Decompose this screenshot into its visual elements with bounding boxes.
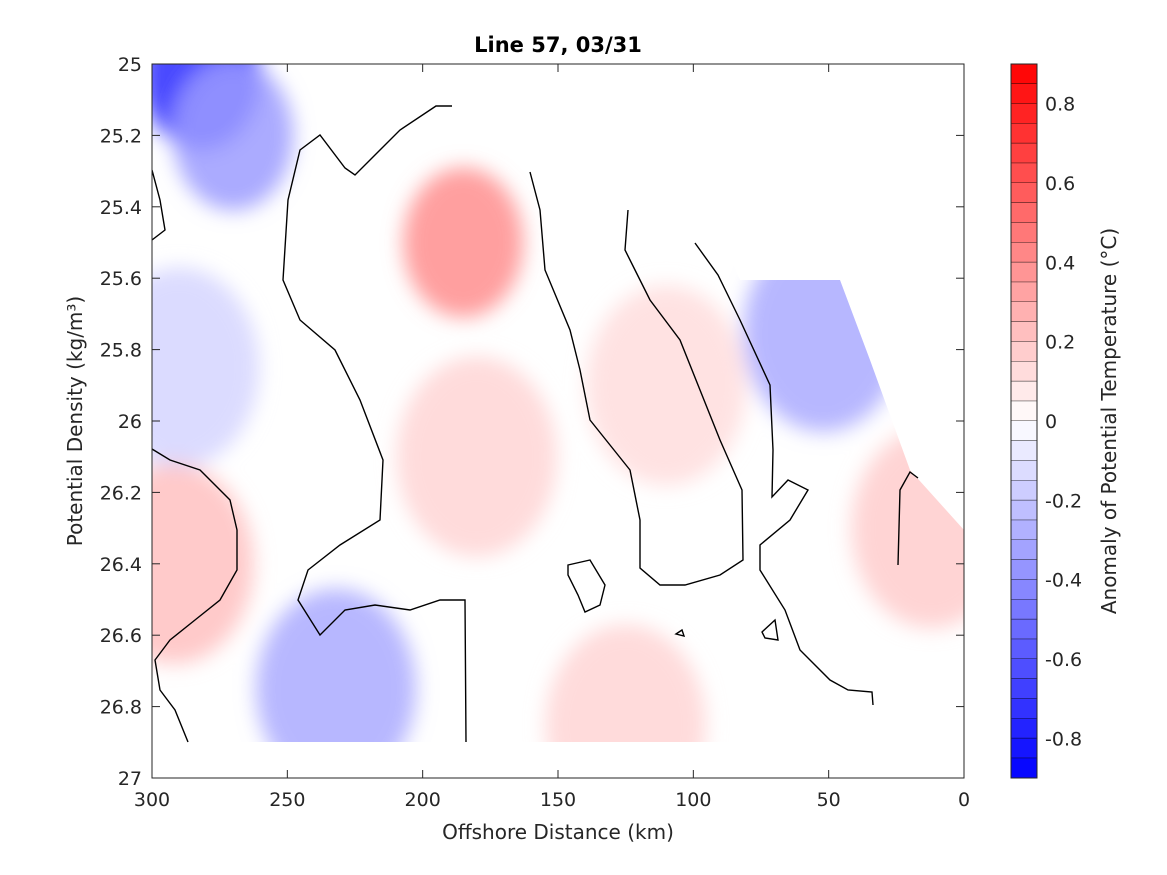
y-tick-label: 26 bbox=[118, 411, 142, 433]
anomaly-feature bbox=[152, 463, 254, 664]
colorbar-step bbox=[1011, 202, 1037, 223]
x-axis: 300 250 200 150 100 50 0 bbox=[134, 64, 970, 811]
plot-area bbox=[151, 63, 965, 779]
colorbar-step bbox=[1011, 559, 1037, 580]
anomaly-feature bbox=[586, 285, 747, 486]
anomaly-feature bbox=[152, 267, 260, 468]
zero-contours bbox=[152, 105, 919, 743]
colorbar-step bbox=[1011, 83, 1037, 104]
colorbar-step bbox=[1011, 341, 1037, 362]
colorbar-step bbox=[1011, 579, 1037, 600]
colorbar-step bbox=[1011, 698, 1037, 719]
colorbar-tick-label: 0.8 bbox=[1045, 94, 1075, 116]
colorbar-step bbox=[1011, 540, 1037, 561]
colorbar-step bbox=[1011, 659, 1037, 680]
y-axis: 25 25.2 25.4 25.6 25.8 26 26.2 26.4 26.6 26.8 27 bbox=[100, 54, 964, 790]
x-tick-label: 0 bbox=[958, 789, 970, 811]
colorbar-step bbox=[1011, 282, 1037, 303]
x-axis-label: Offshore Distance (km) bbox=[442, 820, 674, 844]
colorbar-step bbox=[1011, 262, 1037, 283]
colorbar-step bbox=[1011, 520, 1037, 541]
colorbar-step bbox=[1011, 460, 1037, 481]
colorbar-step bbox=[1011, 64, 1037, 85]
x-tick-label: 100 bbox=[675, 789, 711, 811]
colorbar-step bbox=[1011, 163, 1037, 184]
y-tick-label: 26.4 bbox=[100, 554, 142, 576]
anomaly-feature bbox=[256, 588, 417, 778]
colorbar-label: Anomaly of Potential Temperature (°C) bbox=[1097, 228, 1121, 614]
colorbar-step bbox=[1011, 222, 1037, 243]
colorbar-step bbox=[1011, 718, 1037, 739]
zero-contour bbox=[152, 448, 238, 743]
anomaly-feature bbox=[545, 624, 706, 778]
colorbar-step bbox=[1011, 401, 1037, 422]
colorbar-step bbox=[1011, 143, 1037, 164]
colorbar-step bbox=[1011, 599, 1037, 620]
colorbar-tick-label: 0.2 bbox=[1045, 332, 1075, 354]
colorbar-step bbox=[1011, 758, 1037, 779]
no-data-mask-lower bbox=[152, 742, 964, 778]
zero-contour bbox=[567, 559, 606, 613]
colorbar-step bbox=[1011, 738, 1037, 759]
colorbar-step bbox=[1011, 361, 1037, 382]
y-tick-label: 25.2 bbox=[100, 125, 142, 147]
zero-contour bbox=[761, 618, 779, 641]
y-axis-label: Potential Density (kg/m³) bbox=[63, 296, 87, 547]
colorbar-frame bbox=[1010, 63, 1038, 779]
colorbar-tick-label: -0.6 bbox=[1045, 649, 1082, 671]
colorbar-step bbox=[1011, 381, 1037, 402]
colorbar-tick-label: -0.2 bbox=[1045, 490, 1082, 512]
colorbar: 0.8 0.6 0.4 0.2 0 -0.2 -0.4 -0.6 -0.8 bbox=[1010, 63, 1082, 779]
y-tick-label: 26.2 bbox=[100, 482, 142, 504]
zero-contour bbox=[674, 628, 686, 637]
colorbar-step bbox=[1011, 678, 1037, 699]
zero-contour bbox=[529, 171, 744, 586]
anomaly-feature bbox=[173, 64, 294, 211]
y-tick-label: 26.8 bbox=[100, 697, 142, 719]
colorbar-tick-label: -0.8 bbox=[1045, 728, 1082, 750]
colorbar-step bbox=[1011, 480, 1037, 501]
colorbar-step bbox=[1011, 183, 1037, 204]
colorbar-step bbox=[1011, 619, 1037, 640]
y-tick-label: 25 bbox=[118, 54, 142, 76]
colorbar-step bbox=[1011, 123, 1037, 144]
colorbar-step bbox=[1011, 242, 1037, 263]
colorbar-tick-label: 0.4 bbox=[1045, 252, 1075, 274]
y-tick-label: 25.4 bbox=[100, 197, 142, 219]
colorbar-step bbox=[1011, 321, 1037, 342]
colorbar-step bbox=[1011, 500, 1037, 521]
anomaly-feature bbox=[396, 356, 557, 557]
y-tick-label: 25.6 bbox=[100, 268, 142, 290]
y-tick-label: 25.8 bbox=[100, 340, 142, 362]
colorbar-tick-label: 0 bbox=[1045, 411, 1057, 433]
y-tick-label: 26.6 bbox=[100, 625, 142, 647]
zero-contour bbox=[897, 470, 919, 566]
x-tick-label: 200 bbox=[405, 789, 441, 811]
zero-contour bbox=[152, 169, 166, 241]
x-tick-label: 50 bbox=[817, 789, 841, 811]
zero-contour bbox=[694, 242, 874, 706]
colorbar-step bbox=[1011, 302, 1037, 323]
anomaly-feature bbox=[403, 167, 524, 318]
x-tick-label: 150 bbox=[540, 789, 576, 811]
colorbar-step bbox=[1011, 639, 1037, 660]
zero-contour bbox=[282, 105, 467, 743]
colorbar-tick-label: 0.6 bbox=[1045, 173, 1075, 195]
x-tick-label: 300 bbox=[134, 789, 170, 811]
chart-title: Line 57, 03/31 bbox=[474, 33, 642, 57]
colorbar-step bbox=[1011, 440, 1037, 461]
x-tick-label: 250 bbox=[269, 789, 305, 811]
y-tick-label: 27 bbox=[118, 768, 142, 790]
colorbar-step bbox=[1011, 103, 1037, 124]
colorbar-tick-label: -0.4 bbox=[1045, 570, 1082, 592]
no-data-mask bbox=[380, 64, 964, 530]
colorbar-step bbox=[1011, 421, 1037, 442]
